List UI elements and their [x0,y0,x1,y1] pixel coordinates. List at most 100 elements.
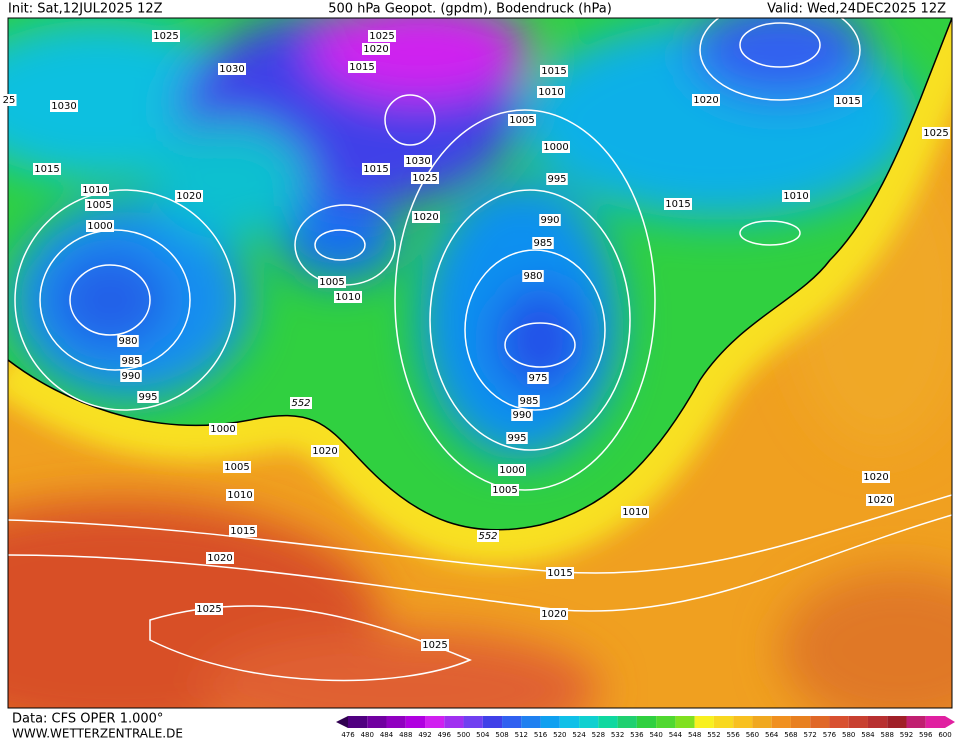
init-time: Init: Sat,12JUL2025 12Z [8,2,163,17]
legend-label: 480 [361,731,374,739]
legend-swatch [771,716,791,728]
isobar-label: 1010 [538,87,563,98]
isobar-label: 1000 [499,465,524,476]
legend-label: 536 [630,731,644,739]
label-box [540,65,568,77]
isobar-label: 995 [507,433,526,444]
isobar-label: 1005 [224,462,249,473]
legend-label: 540 [649,731,662,739]
label-box [206,552,234,564]
legend-label: 580 [842,731,855,739]
legend-label: 576 [823,731,837,739]
legend-label: 568 [784,731,797,739]
label-box [175,190,203,202]
isobar-label: 990 [540,215,559,226]
isobar-label: 1010 [783,191,808,202]
legend-swatch [636,716,657,728]
label-box [311,445,339,457]
isobar-label: 1005 [492,485,517,496]
legend-label: 520 [553,731,566,739]
isobar-label: 985 [121,356,140,367]
label-box [539,214,561,226]
legend-label: 504 [476,731,490,739]
map-title: 500 hPa Geopot. (gpdm), Bodendruck (hPa) [328,2,612,17]
legend-label: 500 [457,731,470,739]
legend-swatch [444,716,464,728]
label-box [782,190,810,202]
legend-swatch [733,716,753,728]
label-box [362,43,390,55]
legend-label: 564 [765,731,779,739]
isobar-label: 1020 [863,472,888,483]
label-box [506,432,528,444]
isobar-label: 1015 [349,62,374,73]
label-box [50,100,78,112]
isobar-label: 1010 [335,292,360,303]
label-box [152,30,180,42]
isobar-label: 1000 [543,142,568,153]
legend-swatch [713,716,734,728]
legend-label: 484 [380,731,394,739]
label-box [862,471,890,483]
legend: 476 480 484 488 492 496 500 504 508 512 516 520 524 5… [336,716,955,739]
label-box [664,198,692,210]
isobar-label: 1000 [87,221,112,232]
label-box [218,63,246,75]
label-box [404,155,432,167]
label-box [621,506,649,518]
label-box [421,639,449,651]
label-box [86,220,114,232]
site: WWW.WETTERZENTRALE.DE [12,727,183,741]
legend-label: 548 [688,731,701,739]
isobar-label: 1015 [547,568,572,579]
label-box [318,276,346,288]
legend-label: 600 [938,731,951,739]
legend-swatch [405,716,426,728]
isobar-label: 1015 [363,164,388,175]
legend-label: 524 [572,731,586,739]
label-box [522,270,544,282]
isobar-label: 1020 [312,446,337,457]
legend-swatch [579,716,599,728]
isobar-label: 1015 [34,164,59,175]
isobar-label: 1015 [835,96,860,107]
label-box [229,525,257,537]
isobar-label: 1020 [176,191,201,202]
isobar-label: 1030 [219,64,244,75]
isobar-label: 980 [523,271,542,282]
isobar-label: 1030 [405,156,430,167]
valid-time: Valid: Wed,24DEC2025 12Z [767,2,946,17]
legend-label: 488 [399,731,412,739]
label-box [546,567,574,579]
legend-swatch [848,716,868,728]
isobar-label: 1030 [51,101,76,112]
label-box [540,608,568,620]
label-box [477,530,499,542]
isobar-label: 985 [519,396,538,407]
label-box [209,423,237,435]
legend-label: 496 [438,731,452,739]
label-box [137,391,159,403]
data-source: Data: CFS OPER 1.000° [12,712,163,727]
label-box [290,397,312,409]
legend-arrow-right [945,716,955,728]
legend-label: 556 [726,731,740,739]
contour-label: 552 [478,531,497,542]
legend-label: 572 [804,731,817,739]
legend-swatch [790,716,811,728]
isobar-label: 1020 [867,495,892,506]
legend-swatch [675,716,695,728]
legend-label: 516 [534,731,548,739]
label-box [348,61,376,73]
isobar-label: 1000 [210,424,235,435]
isobar-label: 990 [121,371,140,382]
legend-label: 528 [592,731,605,739]
label-box [498,464,526,476]
label-box [85,199,113,211]
label-box [120,355,142,367]
legend-swatch [482,716,503,728]
label-box [532,237,554,249]
label-box [834,95,862,107]
legend-label: 492 [418,731,431,739]
